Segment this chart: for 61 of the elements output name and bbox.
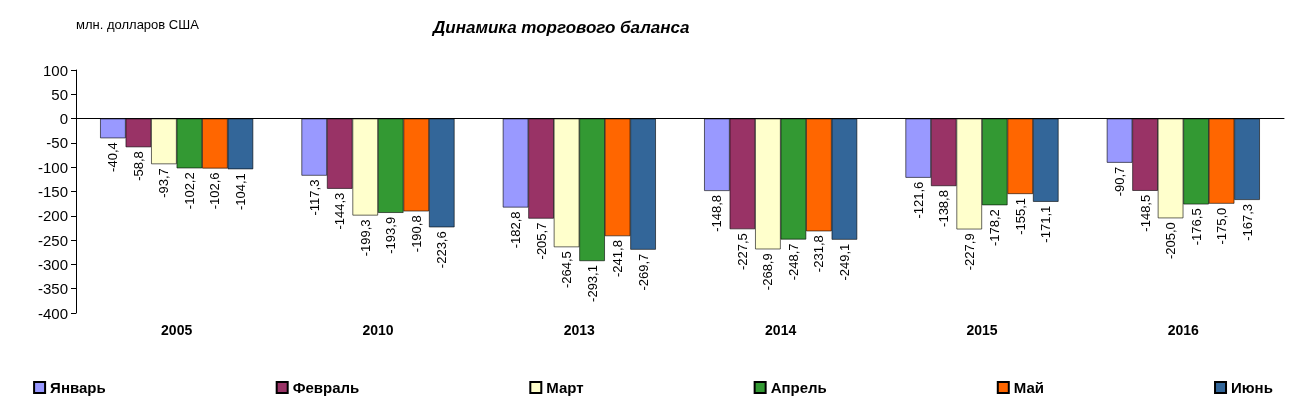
data-label: -58,8 bbox=[130, 151, 146, 181]
data-label: -293,1 bbox=[584, 265, 600, 302]
data-label: -178,2 bbox=[987, 209, 1003, 247]
x-tick-label: 2015 bbox=[966, 322, 998, 338]
data-label: -199,3 bbox=[357, 219, 373, 257]
legend-label: Январь bbox=[50, 379, 106, 396]
chart-title: Динамика торгового баланса bbox=[431, 18, 690, 37]
data-label: -193,9 bbox=[383, 216, 399, 254]
y-tick-label: 100 bbox=[42, 61, 68, 79]
y-tick-label: -350 bbox=[37, 280, 68, 298]
legend-label: Июнь bbox=[1231, 379, 1273, 396]
data-label: -90,7 bbox=[1112, 166, 1128, 197]
data-label: -102,2 bbox=[181, 172, 197, 210]
data-label: -231,8 bbox=[811, 235, 827, 273]
data-label: -138,8 bbox=[936, 190, 952, 227]
y-tick-label: -100 bbox=[37, 158, 68, 176]
data-label: -248,7 bbox=[785, 243, 801, 281]
data-label: -148,8 bbox=[709, 194, 725, 232]
data-label: -269,7 bbox=[635, 253, 651, 291]
legend-label: Февраль bbox=[292, 379, 360, 396]
data-label: -117,3 bbox=[306, 179, 322, 216]
x-tick-label: 2005 bbox=[161, 322, 193, 338]
legend-label: Май bbox=[1013, 379, 1045, 396]
data-label: -144,3 bbox=[332, 192, 348, 230]
data-label: -167,3 bbox=[1239, 203, 1255, 241]
y-tick-label: 0 bbox=[59, 110, 68, 128]
x-tick-label: 2010 bbox=[362, 322, 394, 338]
data-label: -171,1 bbox=[1038, 205, 1054, 243]
y-tick-label: 50 bbox=[51, 85, 68, 103]
data-label: -205,0 bbox=[1163, 222, 1179, 260]
data-label: -227,5 bbox=[734, 233, 750, 271]
legend-label: Апрель bbox=[770, 379, 827, 396]
x-tick-label: 2014 bbox=[765, 322, 797, 338]
data-label: -227,9 bbox=[961, 233, 977, 271]
data-label: -155,1 bbox=[1012, 197, 1028, 235]
data-label: -268,9 bbox=[760, 253, 776, 291]
data-label: -175,0 bbox=[1214, 207, 1230, 245]
data-label: -223,6 bbox=[434, 231, 450, 269]
y-tick-label: -150 bbox=[37, 183, 68, 200]
data-label: -104,1 bbox=[232, 173, 248, 211]
data-label: -40,4 bbox=[105, 142, 121, 172]
data-label: -241,8 bbox=[610, 240, 626, 277]
data-label: -182,8 bbox=[508, 211, 524, 249]
y-tick-label: -200 bbox=[37, 207, 68, 225]
data-label: -205,7 bbox=[533, 222, 549, 260]
y-tick-label: -300 bbox=[37, 255, 68, 273]
data-label: -148,5 bbox=[1137, 194, 1153, 232]
data-label: -121,6 bbox=[910, 181, 926, 219]
y-tick-label: -50 bbox=[46, 134, 68, 152]
legend-label: Март bbox=[546, 379, 584, 396]
data-label: -249,1 bbox=[836, 243, 852, 281]
data-label: -190,8 bbox=[408, 215, 424, 253]
data-label: -176,5 bbox=[1188, 208, 1204, 246]
data-label: -264,5 bbox=[559, 251, 575, 289]
x-tick-label: 2013 bbox=[563, 322, 596, 338]
x-tick-label: 2016 bbox=[1167, 322, 1200, 338]
y-tick-label: -250 bbox=[37, 231, 68, 249]
data-label: -102,6 bbox=[207, 172, 223, 210]
y-tick-label: -400 bbox=[37, 304, 68, 322]
y-axis-title: млн. долларов США bbox=[76, 17, 200, 32]
data-label: -93,7 bbox=[156, 168, 172, 198]
